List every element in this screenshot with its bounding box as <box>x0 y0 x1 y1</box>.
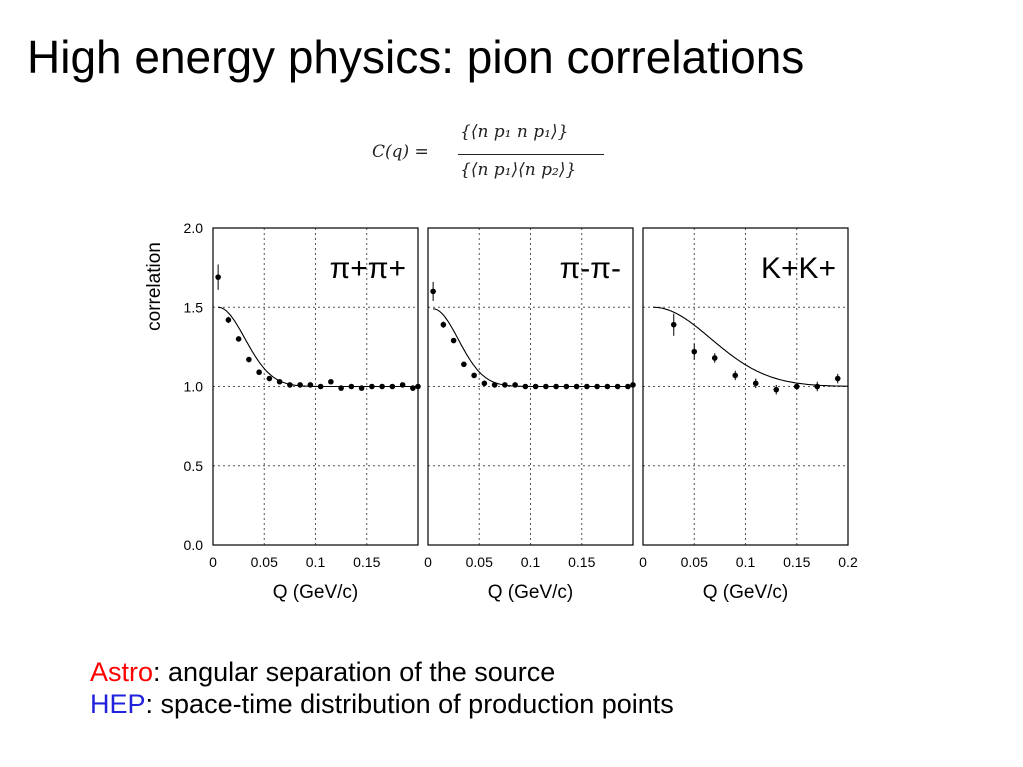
x-tick-label: 0.1 <box>521 554 541 570</box>
panel-label: K+K+ <box>761 252 836 285</box>
data-point <box>276 378 283 385</box>
data-point <box>399 382 406 388</box>
x-axis-label: Q (GeV/c) <box>273 582 359 603</box>
formula-denominator: {⟨n p₁⟩⟨n p₂⟩} <box>460 160 577 180</box>
x-tick-label: 0.05 <box>251 554 278 570</box>
chart-panel-1: 0 0.05 0.1 0.15 0.0 0.5 1.0 1.5 2.0 correlation Q … <box>144 220 421 603</box>
x-tick-label: 0.1 <box>736 554 756 570</box>
data-point <box>834 375 841 382</box>
data-point <box>471 372 477 379</box>
captions: Astro: angular separation of the source … <box>90 656 674 720</box>
data-point <box>266 375 273 382</box>
data-point <box>410 385 416 391</box>
data-point <box>512 382 518 388</box>
y-tick-label: 1.0 <box>184 379 204 395</box>
x-tick-label: 0.1 <box>306 554 326 570</box>
data-point <box>752 380 759 387</box>
data-point <box>225 317 232 323</box>
data-point <box>522 383 529 390</box>
data-point <box>604 383 611 390</box>
data-point <box>670 321 677 328</box>
data-point <box>553 383 559 390</box>
data-point <box>543 383 549 390</box>
y-tick-label: 0.5 <box>184 458 204 474</box>
formula-lhs: C(q) = <box>372 142 429 162</box>
data-point <box>630 382 636 388</box>
data-point <box>691 348 698 355</box>
data-point <box>215 274 221 280</box>
data-point <box>369 383 375 390</box>
caption-astro: Astro: angular separation of the source <box>90 656 674 688</box>
correlation-formula: C(q) = {⟨n p₁ n p₁⟩} {⟨n p₁⟩⟨n p₂⟩} <box>372 120 612 190</box>
x-tick-label: 0.05 <box>681 554 708 570</box>
formula-fraction-bar <box>458 154 604 155</box>
caption-hep-text: : space-time distribution of production … <box>145 689 674 719</box>
formula-numerator: {⟨n p₁ n p₁⟩} <box>460 122 569 142</box>
slide-title: High energy physics: pion correlations <box>27 31 805 83</box>
data-point <box>625 383 631 390</box>
caption-hep: HEP: space-time distribution of producti… <box>90 688 674 720</box>
data-point <box>246 356 252 363</box>
data-point <box>235 336 242 342</box>
data-point <box>358 385 365 391</box>
x-tick-label: 0 <box>209 554 217 570</box>
data-point <box>711 355 718 361</box>
data-point <box>430 288 436 295</box>
data-point <box>814 383 821 390</box>
y-tick-label: 2.0 <box>184 220 204 236</box>
x-tick-label: 0.15 <box>568 554 595 570</box>
data-point <box>481 380 488 387</box>
fit-curve <box>433 308 633 388</box>
caption-astro-text: : angular separation of the source <box>153 657 556 687</box>
data-point <box>256 369 262 376</box>
x-tick-label: 0.05 <box>466 554 493 570</box>
data-point <box>338 385 344 391</box>
plot-frame <box>642 227 849 546</box>
data-point <box>287 382 293 388</box>
x-axis-label: Q (GeV/c) <box>703 582 789 603</box>
y-tick-label: 1.5 <box>184 299 204 315</box>
panel-label: π+π+ <box>330 252 406 285</box>
data-point <box>440 321 447 328</box>
data-point <box>450 337 457 344</box>
data-point <box>594 383 600 390</box>
x-tick-label: 0.2 <box>838 554 858 570</box>
data-point <box>773 386 780 393</box>
data-point <box>573 383 580 390</box>
chart-panel-3: 0 0.05 0.1 0.15 0.2 Q (GeV/c) K+K+ <box>639 227 858 603</box>
caption-hep-key: HEP <box>90 689 146 719</box>
correlation-chart: 0 0.05 0.1 0.15 0.0 0.5 1.0 1.5 2.0 correlation Q … <box>144 220 858 603</box>
data-point <box>389 383 396 390</box>
data-point <box>461 361 467 368</box>
data-point <box>793 383 800 390</box>
data-point <box>584 383 590 390</box>
chart-panel-2: 0 0.05 0.1 0.15 Q (GeV/c) π-π- <box>424 227 636 603</box>
data-point <box>348 383 355 390</box>
x-tick-label: 0.15 <box>783 554 810 570</box>
data-point <box>491 382 498 388</box>
data-point <box>297 382 303 388</box>
data-point <box>307 382 314 388</box>
data-point <box>379 383 385 390</box>
data-point <box>563 383 570 390</box>
data-point <box>614 383 621 390</box>
data-point <box>502 382 508 388</box>
x-tick-label: 0.15 <box>353 554 380 570</box>
x-axis-label: Q (GeV/c) <box>488 582 574 603</box>
fit-curve <box>218 306 418 388</box>
x-tick-label: 0 <box>639 554 647 570</box>
data-point <box>732 372 739 379</box>
caption-astro-key: Astro <box>90 657 154 687</box>
data-point <box>317 383 324 390</box>
x-tick-label: 0 <box>424 554 432 570</box>
data-point <box>328 378 334 385</box>
y-tick-label: 0.0 <box>184 537 204 553</box>
y-axis-label: correlation <box>144 242 165 331</box>
data-point <box>532 383 539 390</box>
panel-label: π-π- <box>560 252 621 285</box>
fit-curve <box>653 306 849 387</box>
data-point <box>415 383 421 390</box>
